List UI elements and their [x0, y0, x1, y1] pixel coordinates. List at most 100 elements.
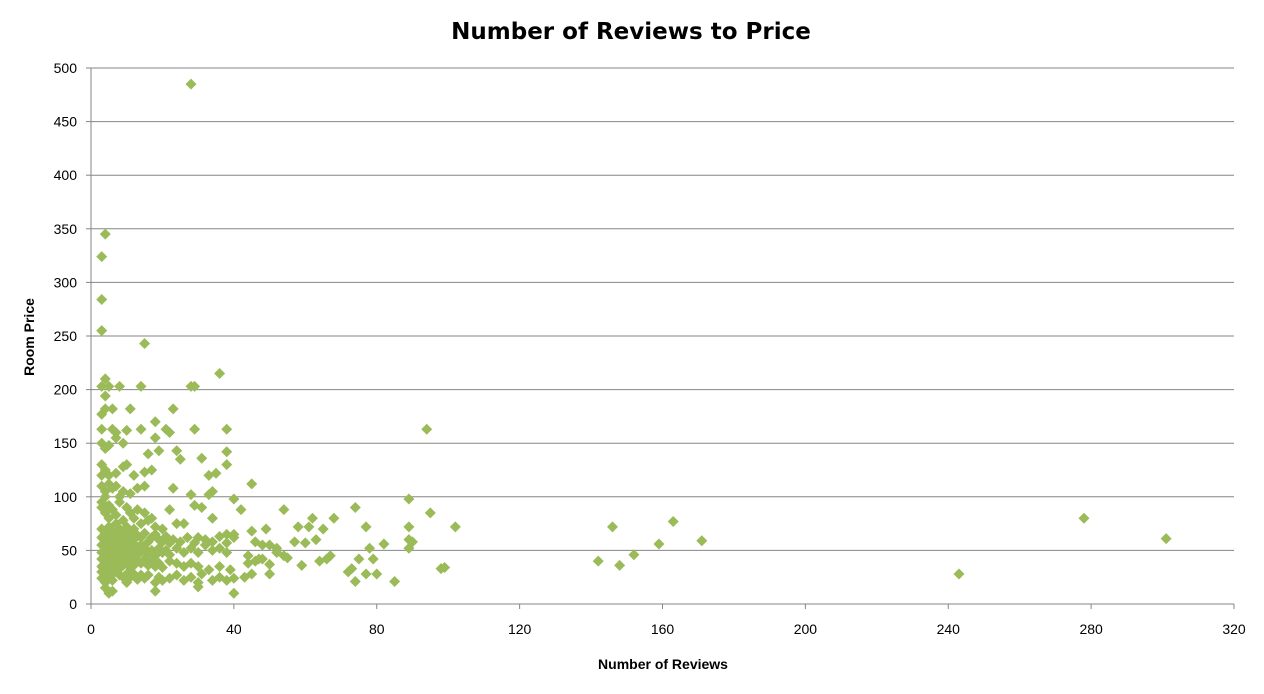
y-tick-label: 400	[54, 167, 78, 183]
data-point	[178, 547, 190, 559]
data-point	[99, 403, 111, 415]
data-point	[214, 530, 226, 542]
data-point	[292, 521, 304, 533]
data-point	[192, 547, 204, 559]
data-point	[242, 550, 254, 562]
data-point	[185, 78, 197, 90]
data-point	[221, 459, 233, 471]
data-point	[246, 525, 258, 537]
data-point	[117, 553, 129, 565]
data-point	[178, 518, 190, 530]
data-point	[199, 539, 211, 551]
data-point	[117, 437, 129, 449]
data-point	[114, 380, 126, 392]
data-point	[146, 512, 158, 524]
data-point	[117, 485, 129, 497]
data-point	[296, 559, 308, 571]
data-point	[96, 423, 108, 435]
data-point	[121, 502, 133, 514]
data-point	[192, 581, 204, 593]
x-tick-label: 0	[87, 621, 95, 637]
data-point	[424, 507, 436, 519]
data-point	[164, 504, 176, 516]
data-point	[99, 390, 111, 402]
data-point	[346, 563, 358, 575]
data-point	[96, 294, 108, 306]
x-tick-label: 160	[651, 621, 675, 637]
x-axis-title: Number of Reviews	[598, 656, 728, 672]
data-point	[367, 553, 379, 565]
data-point	[99, 373, 111, 385]
data-point	[96, 325, 108, 337]
data-point	[253, 553, 265, 565]
data-point	[403, 521, 415, 533]
gridlines	[91, 67, 1234, 551]
data-point	[221, 547, 233, 559]
data-point	[114, 496, 126, 508]
data-point	[224, 564, 236, 576]
y-tick-label: 150	[54, 435, 78, 451]
data-point	[246, 568, 258, 580]
data-point	[181, 532, 193, 544]
data-point	[667, 515, 679, 527]
data-point	[360, 521, 372, 533]
data-point	[449, 521, 461, 533]
data-point	[135, 423, 147, 435]
data-point	[142, 569, 154, 581]
y-tick-label: 350	[54, 221, 78, 237]
data-point	[310, 534, 322, 546]
data-point	[156, 523, 168, 535]
data-point	[171, 569, 183, 581]
x-tick-label: 120	[508, 621, 532, 637]
data-point	[167, 482, 179, 494]
data-point	[117, 538, 129, 550]
data-point	[349, 502, 361, 514]
y-tick-label: 50	[61, 542, 77, 558]
data-point	[164, 549, 176, 561]
data-point	[264, 568, 276, 580]
data-point	[256, 539, 268, 551]
data-point	[142, 448, 154, 460]
data-point	[139, 338, 151, 350]
data-point	[149, 585, 161, 597]
data-point	[185, 571, 197, 583]
data-point	[103, 380, 115, 392]
data-point	[353, 553, 365, 565]
data-point	[124, 403, 136, 415]
data-point	[696, 535, 708, 547]
data-point	[953, 568, 965, 580]
data-point	[117, 571, 129, 583]
data-point	[196, 502, 208, 514]
data-point	[653, 538, 665, 550]
data-point	[421, 423, 433, 435]
data-point	[110, 480, 122, 492]
x-tick-label: 40	[226, 621, 242, 637]
data-point	[235, 504, 247, 516]
data-point	[1078, 512, 1090, 524]
data-point	[371, 568, 383, 580]
data-point	[135, 380, 147, 392]
data-point	[171, 445, 183, 457]
data-point	[117, 544, 129, 556]
data-point	[281, 552, 293, 564]
x-tick-labels: 0 40 80 120 160 200 240 280 320	[87, 621, 1246, 637]
data-point	[203, 564, 215, 576]
data-point	[606, 521, 618, 533]
data-point	[128, 512, 140, 524]
chart-title: Number of Reviews to Price	[451, 19, 811, 45]
data-point	[228, 532, 240, 544]
x-tick-label: 320	[1222, 621, 1246, 637]
y-tick-label: 250	[54, 328, 78, 344]
data-point	[206, 485, 218, 497]
x-tick-label: 80	[369, 621, 385, 637]
y-tick-label: 0	[69, 596, 77, 612]
data-point	[317, 523, 329, 535]
data-point	[196, 452, 208, 464]
axes	[86, 67, 1235, 609]
data-point	[139, 527, 151, 539]
data-point	[174, 453, 186, 465]
data-point	[110, 467, 122, 479]
data-point	[378, 538, 390, 550]
y-tick-label: 300	[54, 274, 78, 290]
data-point	[128, 469, 140, 481]
